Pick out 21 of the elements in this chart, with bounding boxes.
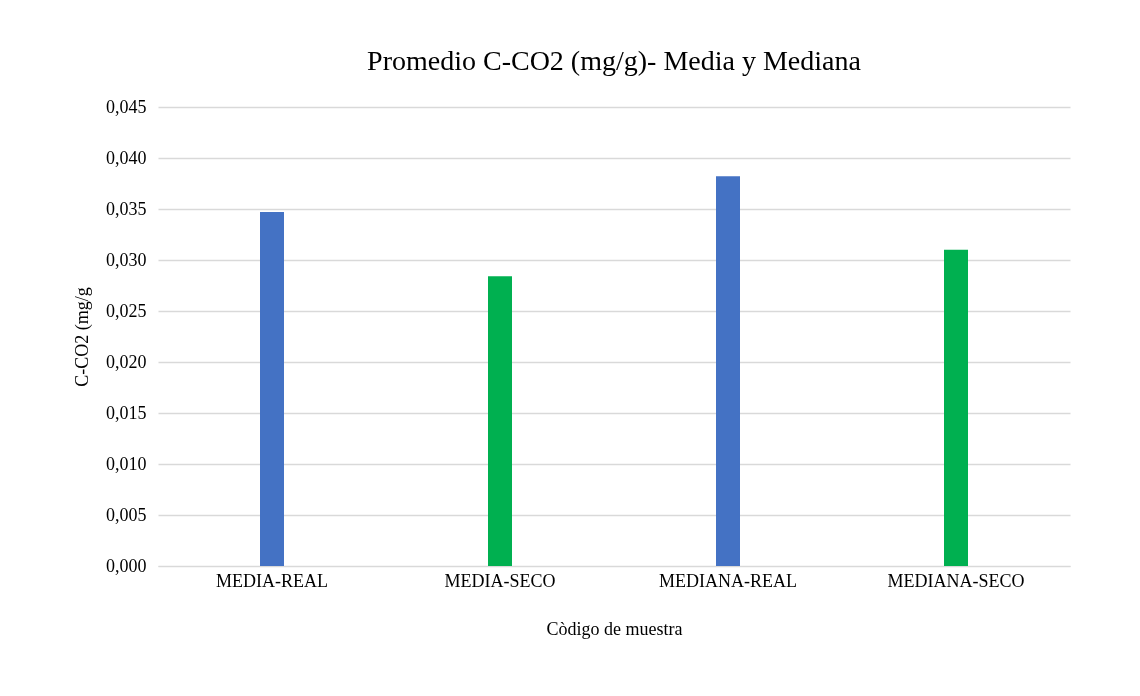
- y-tick-label: 0,035: [106, 198, 147, 219]
- bar: [944, 249, 968, 566]
- x-tick-label: MEDIA-SECO: [444, 570, 556, 591]
- bar: [260, 212, 284, 566]
- x-tick-label: MEDIA-REAL: [216, 570, 328, 591]
- y-tick-label: 0,015: [106, 402, 147, 423]
- bar: [716, 176, 740, 566]
- y-axis-title: C-CO2 (mg/g: [72, 287, 93, 387]
- x-tick-label: MEDIANA-REAL: [659, 570, 797, 591]
- y-tick-label: 0,045: [106, 96, 147, 117]
- y-tick-label: 0,025: [106, 300, 147, 321]
- x-tick-label: MEDIANA-SECO: [887, 570, 1025, 591]
- x-axis-title: Còdigo de muestra: [546, 618, 683, 639]
- chart-title: Promedio C-CO2 (mg/g)- Media y Mediana: [367, 45, 862, 76]
- y-tick-label: 0,020: [106, 351, 147, 372]
- y-tick-label: 0,040: [106, 147, 147, 168]
- bar: [488, 276, 512, 566]
- y-tick-label: 0,010: [106, 453, 147, 474]
- y-tick-label: 0,005: [106, 504, 147, 525]
- y-tick-label: 0,000: [106, 555, 147, 576]
- y-tick-label: 0,030: [106, 249, 147, 270]
